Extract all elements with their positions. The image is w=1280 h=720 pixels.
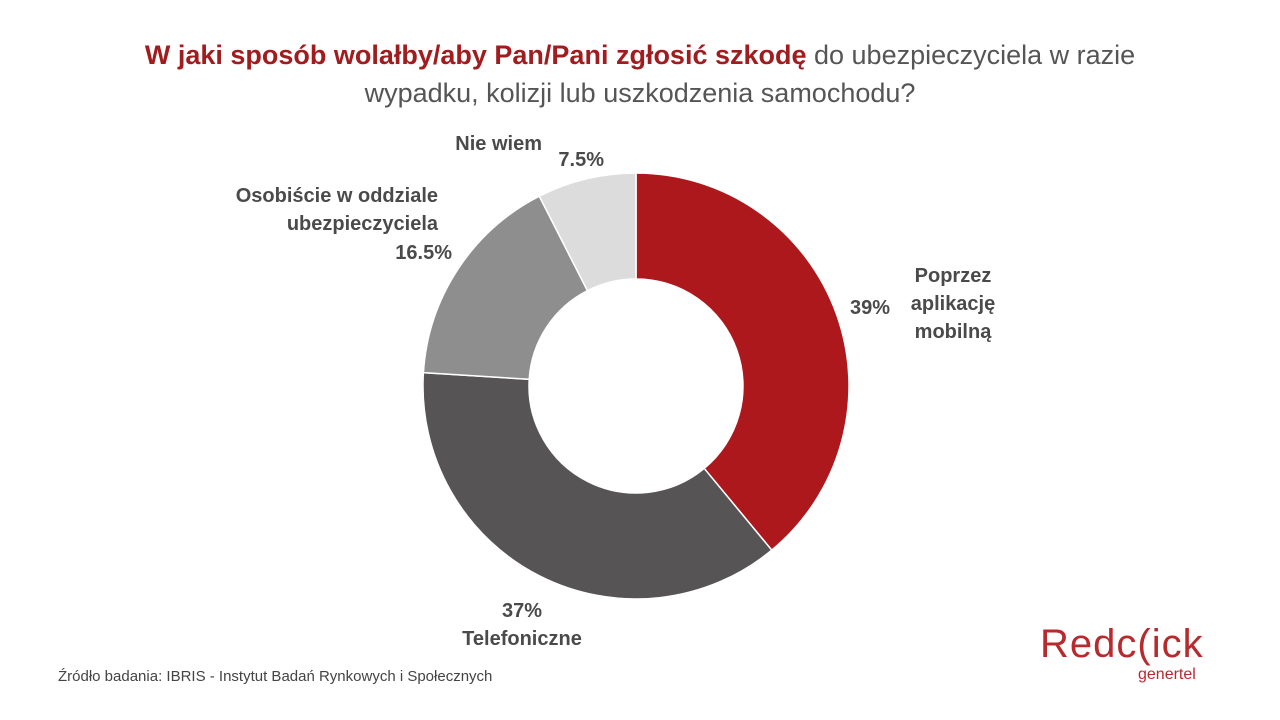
slice-value-label-1: 39% bbox=[850, 297, 890, 319]
slice-value-label-3: 16.5% bbox=[395, 242, 452, 264]
source-note: Źródło badania: IBRIS - Instytut Badań R… bbox=[58, 668, 493, 685]
slice-value-label-2: 37% bbox=[502, 600, 542, 622]
slice-3 bbox=[422, 195, 589, 381]
slice-category-label-3: Osobiście w oddziale bbox=[236, 185, 438, 207]
slice-category-label-3: ubezpieczyciela bbox=[287, 213, 439, 235]
slice-2 bbox=[422, 371, 773, 600]
slice-category-label-2: Telefoniczne bbox=[462, 628, 582, 650]
slice-category-label-4: Nie wiem bbox=[455, 133, 542, 155]
slice-category-label-1: mobilną bbox=[915, 321, 993, 343]
chart-title-rest: do ubezpieczyciela w razie wypadku, koli… bbox=[364, 40, 1136, 108]
logo-brand: Redc(ick bbox=[1040, 622, 1204, 666]
logo-sub: genertel bbox=[1138, 666, 1196, 683]
slice-category-label-1: aplikację bbox=[911, 293, 996, 315]
slice-category-label-1: Poprzez bbox=[915, 265, 992, 287]
chart-title-highlight: W jaki sposób wolałby/aby Pan/Pani zgłos… bbox=[144, 40, 807, 70]
slice-1 bbox=[635, 172, 850, 552]
slice-value-label-4: 7.5% bbox=[558, 149, 604, 171]
slice-4 bbox=[538, 172, 637, 292]
chart-title: W jaki sposób wolałby/aby Pan/Pani zgłos… bbox=[90, 36, 1190, 112]
redclick-logo: Redc(ick genertel bbox=[1040, 622, 1220, 692]
